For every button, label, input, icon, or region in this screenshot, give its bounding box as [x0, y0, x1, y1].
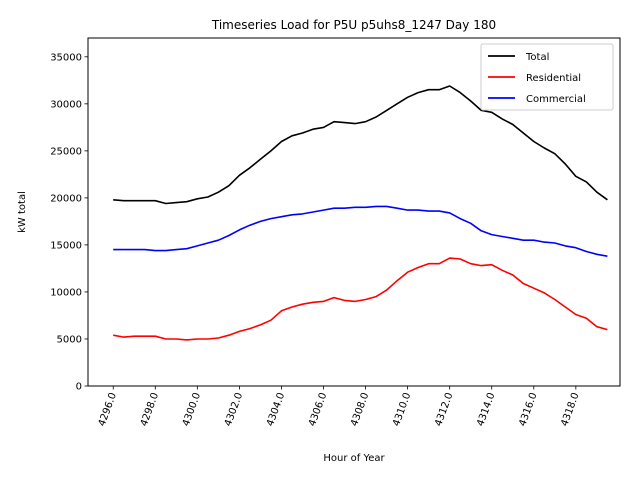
legend-label-residential: Residential [526, 73, 581, 84]
legend: Total Residential Commercial [480, 43, 614, 111]
y-tick-label: 0 [76, 382, 82, 393]
plot-frame [87, 37, 621, 387]
y-tick-label: 30000 [50, 99, 82, 110]
y-tick-label: 25000 [50, 146, 82, 157]
legend-label-total: Total [525, 52, 549, 63]
series-line-commercial [113, 205, 608, 257]
y-axis-title: kW total [17, 191, 28, 233]
y-tick-label: 20000 [50, 193, 82, 204]
series-line-residential [113, 257, 608, 341]
y-tick-label: 15000 [50, 240, 82, 251]
series-layer [113, 85, 608, 341]
y-tick-label: 35000 [50, 52, 82, 63]
series-line-total [113, 85, 608, 205]
y-tick-label: 10000 [50, 287, 82, 298]
legend-box [480, 43, 614, 111]
x-axis-title: Hour of Year [323, 453, 385, 464]
chart-title: Timeseries Load for P5U p5uhs8_1247 Day … [211, 18, 496, 32]
y-tick-label: 5000 [57, 334, 82, 345]
legend-label-commercial: Commercial [526, 94, 586, 105]
